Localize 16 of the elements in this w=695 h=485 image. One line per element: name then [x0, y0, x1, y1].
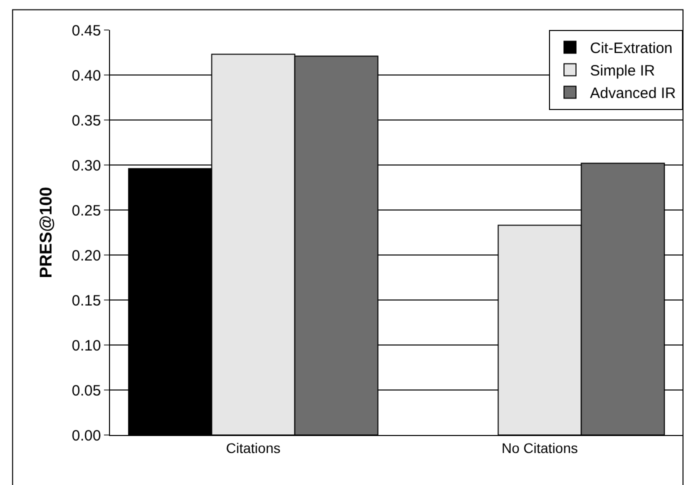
y-tick-label: 0.15 [72, 292, 101, 310]
legend-label: Cit-Extration [590, 40, 673, 58]
x-tick-label: No Citations [502, 440, 578, 456]
y-tick-label: 0.05 [72, 382, 101, 400]
y-tick-label: 0.20 [72, 247, 101, 264]
x-tick-label: Citations [226, 440, 280, 456]
legend-label: Simple IR [590, 62, 656, 80]
y-tick-label: 0.25 [72, 202, 101, 220]
y-tick-label: 0.30 [72, 157, 101, 174]
legend-label: Advanced IR [590, 85, 676, 102]
y-tick-label: 0.45 [72, 22, 101, 40]
y-axis-title: PRES@100 [36, 186, 56, 278]
y-tick-label: 0.00 [72, 427, 101, 444]
y-tick-label: 0.10 [72, 337, 101, 354]
y-tick-label: 0.35 [72, 112, 101, 130]
y-tick-label: 0.40 [72, 67, 101, 84]
